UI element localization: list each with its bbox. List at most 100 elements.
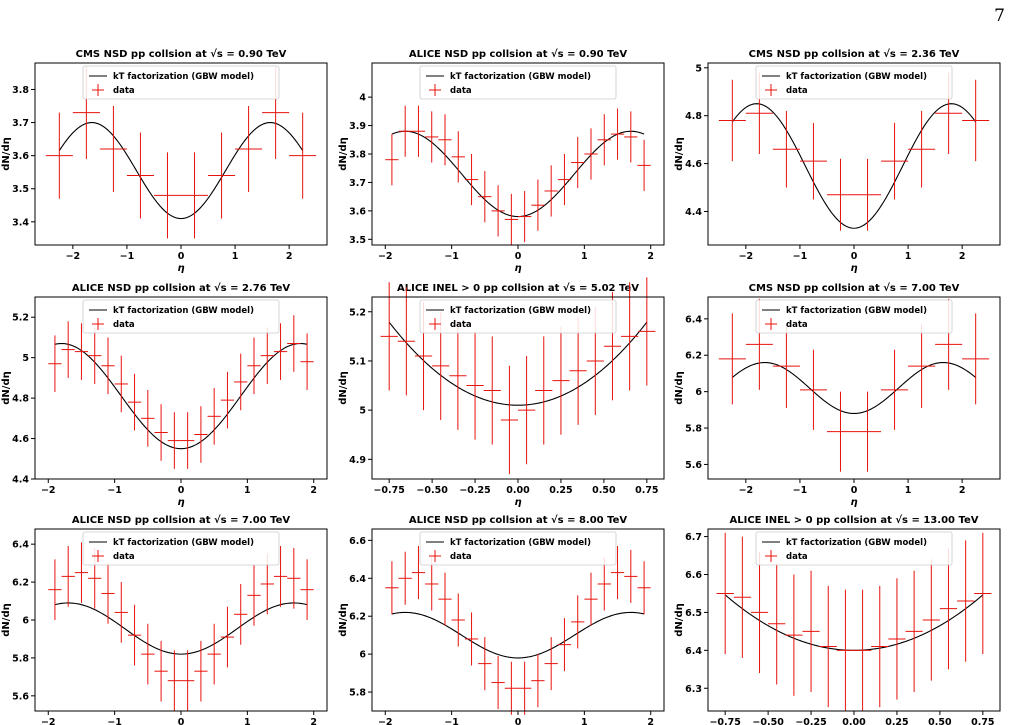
data-point bbox=[854, 589, 872, 711]
data-point bbox=[425, 557, 439, 611]
data-point bbox=[127, 604, 142, 666]
y-tick-label: 3.5 bbox=[349, 235, 366, 246]
data-point bbox=[957, 540, 975, 662]
chart-title: CMS NSD pp collsion at √s = 7.00 TeV bbox=[749, 282, 960, 294]
data-point bbox=[153, 152, 181, 239]
data-point bbox=[234, 353, 248, 411]
data-point bbox=[483, 336, 501, 445]
x-tick-label: 2 bbox=[310, 485, 317, 496]
legend-entry-data: data bbox=[786, 552, 808, 562]
data-point bbox=[584, 128, 598, 180]
y-tick-label: 6.4 bbox=[685, 646, 702, 657]
legend-box bbox=[82, 65, 280, 100]
legend-entry-data: data bbox=[113, 320, 135, 330]
data-point bbox=[88, 327, 102, 384]
x-tick-label: 0.25 bbox=[549, 485, 572, 496]
legend-entry-model: kT factorization (GBW model) bbox=[786, 72, 927, 82]
data-point bbox=[881, 349, 909, 430]
data-point bbox=[939, 547, 958, 670]
data-point bbox=[544, 637, 558, 691]
data-point bbox=[260, 327, 274, 384]
data-point bbox=[584, 572, 598, 626]
y-tick-label: 6.2 bbox=[349, 612, 366, 623]
data-point bbox=[101, 337, 115, 395]
y-tick-label: 5.1 bbox=[349, 356, 366, 367]
y-axis-label: dN/dη bbox=[674, 603, 685, 636]
x-tick-label: −1 bbox=[107, 485, 122, 496]
legend-entry-data: data bbox=[786, 320, 808, 330]
legend: kT factorization (GBW model) data bbox=[419, 65, 617, 100]
data-point bbox=[181, 412, 195, 469]
data-point bbox=[785, 574, 803, 696]
y-tick-label: 3.5 bbox=[12, 184, 29, 195]
y-axis-label: dN/dη bbox=[338, 603, 349, 636]
data-point bbox=[273, 546, 288, 607]
data-point bbox=[207, 388, 221, 445]
x-tick-label: 1 bbox=[905, 251, 912, 262]
y-tick-label: 3.4 bbox=[12, 217, 29, 228]
x-tick-label: 2 bbox=[286, 251, 293, 262]
data-point bbox=[597, 557, 611, 611]
data-point bbox=[637, 561, 651, 615]
data-point bbox=[531, 179, 545, 231]
model-curve bbox=[731, 361, 977, 415]
data-point bbox=[557, 154, 572, 206]
x-tick-label: 2 bbox=[310, 717, 317, 725]
x-tick-label: −1 bbox=[444, 717, 459, 725]
data-point bbox=[154, 404, 168, 461]
data-point bbox=[569, 316, 587, 425]
y-tick-label: 3.9 bbox=[349, 121, 366, 132]
data-point bbox=[48, 559, 62, 620]
data-point bbox=[922, 559, 940, 681]
x-tick-label: −2 bbox=[739, 251, 754, 262]
page-number: 7 bbox=[994, 6, 1005, 26]
y-tick-label: 3.7 bbox=[12, 118, 29, 129]
data-point bbox=[398, 105, 412, 157]
x-tick-label: −1 bbox=[793, 251, 808, 262]
x-tick-label: −1 bbox=[107, 717, 122, 725]
data-point bbox=[74, 323, 89, 380]
data-point bbox=[287, 315, 301, 372]
y-tick-label: 6 bbox=[22, 616, 29, 627]
data-point bbox=[300, 333, 314, 391]
model-curve bbox=[388, 321, 648, 406]
chart-panel-7: ALICE NSD pp collsion at √s = 7.00 TeV −2… bbox=[1, 514, 328, 725]
x-tick-label: 1 bbox=[244, 485, 251, 496]
legend: kT factorization (GBW model) data bbox=[82, 65, 280, 100]
y-axis-label: dN/dη bbox=[338, 137, 349, 170]
x-tick-label: −1 bbox=[793, 485, 808, 496]
y-tick-label: 4.9 bbox=[349, 455, 366, 466]
x-tick-label: 0.75 bbox=[971, 717, 994, 725]
chart-title: ALICE NSD pp collsion at √s = 8.00 TeV bbox=[409, 514, 628, 526]
data-point bbox=[718, 79, 746, 162]
data-point bbox=[438, 572, 452, 626]
data-point bbox=[247, 337, 261, 395]
x-tick-label: 1 bbox=[905, 485, 912, 496]
x-tick-label: −1 bbox=[444, 251, 459, 262]
data-point bbox=[397, 287, 415, 396]
x-tick-label: −0.75 bbox=[373, 485, 404, 496]
y-axis-label: dN/dη bbox=[674, 371, 685, 404]
data-point bbox=[888, 578, 906, 700]
legend-entry-data: data bbox=[450, 86, 472, 96]
y-tick-label: 6.6 bbox=[349, 536, 366, 547]
y-tick-label: 4.6 bbox=[12, 434, 29, 445]
y-tick-label: 6 bbox=[695, 387, 702, 398]
legend-box bbox=[755, 299, 953, 334]
data-point bbox=[610, 108, 625, 160]
legend-box bbox=[82, 531, 280, 566]
data-point bbox=[247, 565, 261, 626]
data-point bbox=[535, 336, 553, 445]
x-tick-label: −1 bbox=[120, 251, 135, 262]
legend-entry-data: data bbox=[113, 86, 135, 96]
data-point bbox=[962, 313, 990, 405]
data-point bbox=[45, 112, 73, 199]
x-tick-label: −0.50 bbox=[416, 485, 448, 496]
data-point bbox=[114, 582, 128, 643]
x-tick-label: −0.25 bbox=[459, 485, 490, 496]
x-tick-label: 0.50 bbox=[928, 717, 952, 725]
data-point bbox=[624, 111, 638, 163]
legend-entry-model: kT factorization (GBW model) bbox=[786, 306, 927, 316]
model-curve bbox=[54, 602, 308, 655]
legend-entry-model: kT factorization (GBW model) bbox=[113, 72, 254, 82]
